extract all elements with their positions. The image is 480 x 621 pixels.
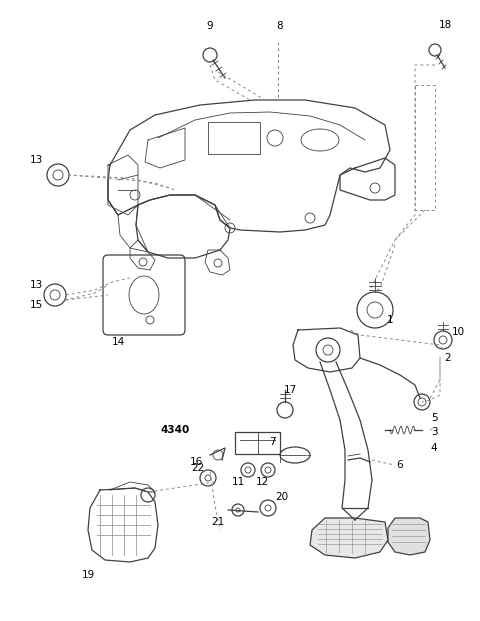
- Text: 10: 10: [451, 327, 465, 337]
- Text: 11: 11: [231, 477, 245, 487]
- Text: 21: 21: [211, 517, 225, 527]
- Bar: [235, 432, 280, 454]
- Text: 13: 13: [29, 280, 43, 290]
- Text: 16: 16: [190, 457, 203, 467]
- Text: 4: 4: [431, 443, 437, 453]
- Polygon shape: [310, 518, 388, 558]
- Text: 9: 9: [207, 21, 213, 31]
- Text: 2: 2: [444, 353, 451, 363]
- Text: 3: 3: [431, 427, 437, 437]
- Text: 13: 13: [29, 155, 43, 165]
- Text: 20: 20: [276, 492, 288, 502]
- Text: 6: 6: [396, 460, 403, 470]
- Polygon shape: [388, 518, 430, 555]
- Text: 7: 7: [269, 437, 276, 447]
- Text: 4340: 4340: [160, 425, 190, 435]
- Text: 1: 1: [387, 315, 393, 325]
- Text: 19: 19: [82, 570, 95, 580]
- Text: 8: 8: [276, 21, 283, 31]
- Text: 17: 17: [283, 385, 297, 395]
- Text: 22: 22: [192, 463, 204, 473]
- Text: 14: 14: [111, 337, 125, 347]
- Text: 18: 18: [438, 20, 452, 30]
- Text: 12: 12: [255, 477, 269, 487]
- Text: 15: 15: [29, 300, 43, 310]
- Text: 5: 5: [431, 413, 437, 423]
- Bar: [208, 122, 260, 154]
